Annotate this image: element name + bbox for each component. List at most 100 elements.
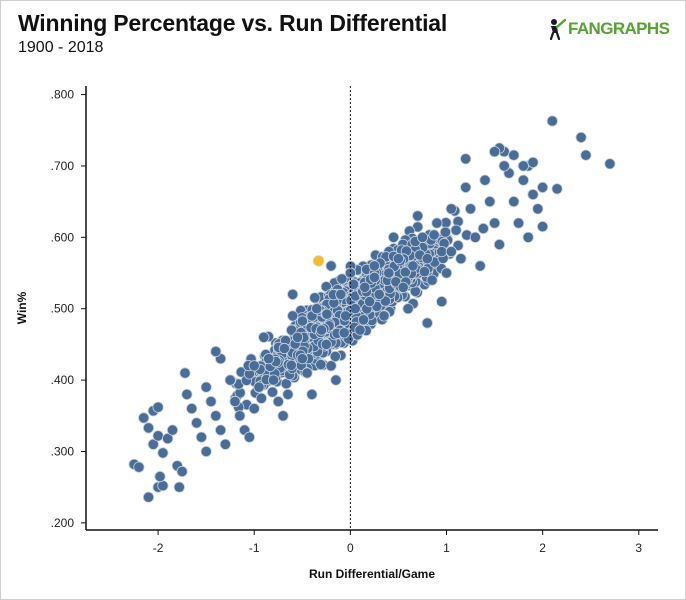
team-season-point [325,260,337,272]
y-tick-label: .300 [51,444,75,458]
team-season-point [215,424,227,436]
team-season-point [179,367,191,379]
team-season-point [368,271,380,283]
team-season-point [474,260,486,272]
team-season-point [287,288,299,300]
x-tick-label: -2 [153,541,164,555]
team-season-point [152,430,164,442]
team-season-point [138,412,150,424]
team-season-point [263,353,275,365]
team-season-point [325,360,337,372]
team-season-point [431,217,443,229]
team-season-point [546,115,558,127]
team-season-point [436,246,448,258]
team-season-point [152,401,164,413]
team-season-point [436,295,448,308]
team-season-point [522,231,534,243]
team-season-point [347,278,360,290]
team-season-point [445,203,457,215]
team-season-point [349,303,361,315]
team-season-point [301,367,313,379]
team-season-point [157,447,169,459]
team-season-point [508,149,520,161]
team-season-point [357,314,370,326]
team-season-point [536,181,549,193]
team-season-point [291,331,304,343]
team-season-point [440,267,453,279]
team-season-point [266,386,279,398]
team-season-point [428,229,440,241]
team-season-point [517,160,530,172]
team-season-point [527,156,539,168]
team-season-point [460,181,472,193]
team-season-point [378,310,390,322]
team-season-point [329,350,341,362]
x-tick-label: 3 [635,541,642,555]
team-season-point [330,374,342,386]
team-season-point [142,422,155,434]
team-season-point [234,410,246,422]
y-axis-title: Win% [15,291,29,324]
team-season-point [200,445,212,458]
team-season-point [309,292,321,304]
team-season-point [508,196,520,208]
team-season-point [373,288,385,300]
team-season-point [426,274,438,286]
team-season-point [412,210,424,222]
y-tick-label: .700 [51,159,75,173]
team-season-point [407,260,419,272]
team-season-point [421,317,433,329]
team-season-point [142,491,155,503]
team-season-point [205,395,217,408]
team-season-point [166,424,179,436]
team-season-point [455,253,467,265]
team-season-point [248,402,260,415]
team-season-point [344,267,356,279]
team-season-point [147,438,159,450]
team-season-point [359,281,371,293]
x-axis-ticks: -2 -1 0 1 2 3 [153,530,642,555]
team-season-point [219,438,231,450]
team-season-point [200,381,212,393]
team-season-point [285,359,297,371]
team-season-point [195,431,207,443]
team-season-point [464,203,477,215]
x-axis-title: Run Differential/Game [309,567,435,581]
team-season-point [402,303,414,315]
team-season-point [157,480,169,492]
team-season-point [484,196,496,208]
team-season-point [387,231,400,243]
team-season-point [479,174,491,186]
chart-title: Winning Percentage vs. Run Differential [18,10,448,36]
team-season-point [210,345,222,358]
team-season-point [512,217,525,229]
team-season-point [311,303,323,315]
team-season-point [133,461,145,473]
team-season-point [397,281,409,293]
team-season-point [488,217,501,229]
team-season-point [321,308,333,320]
team-season-point [363,295,376,308]
team-season-point [354,324,366,336]
team-season-point [255,392,267,404]
team-season-point [460,153,472,165]
team-season-point [191,417,203,429]
team-season-point [296,315,308,327]
team-season-point [277,410,289,422]
team-season-point [282,388,294,400]
team-season-point [575,131,587,143]
y-tick-label: .500 [51,302,75,316]
team-season-point [383,267,395,279]
team-season-point [243,431,255,443]
team-season-point [258,331,270,343]
team-season-point [450,224,462,236]
chart-subtitle: 1900 - 2018 [18,39,104,56]
team-season-point [527,188,539,201]
team-season-point [392,253,404,265]
y-tick-label: .200 [51,516,75,530]
y-tick-label: .800 [51,88,75,102]
team-season-point [368,260,380,272]
team-season-point [229,395,241,408]
team-season-point [278,342,290,355]
x-tick-label: 1 [443,541,450,555]
